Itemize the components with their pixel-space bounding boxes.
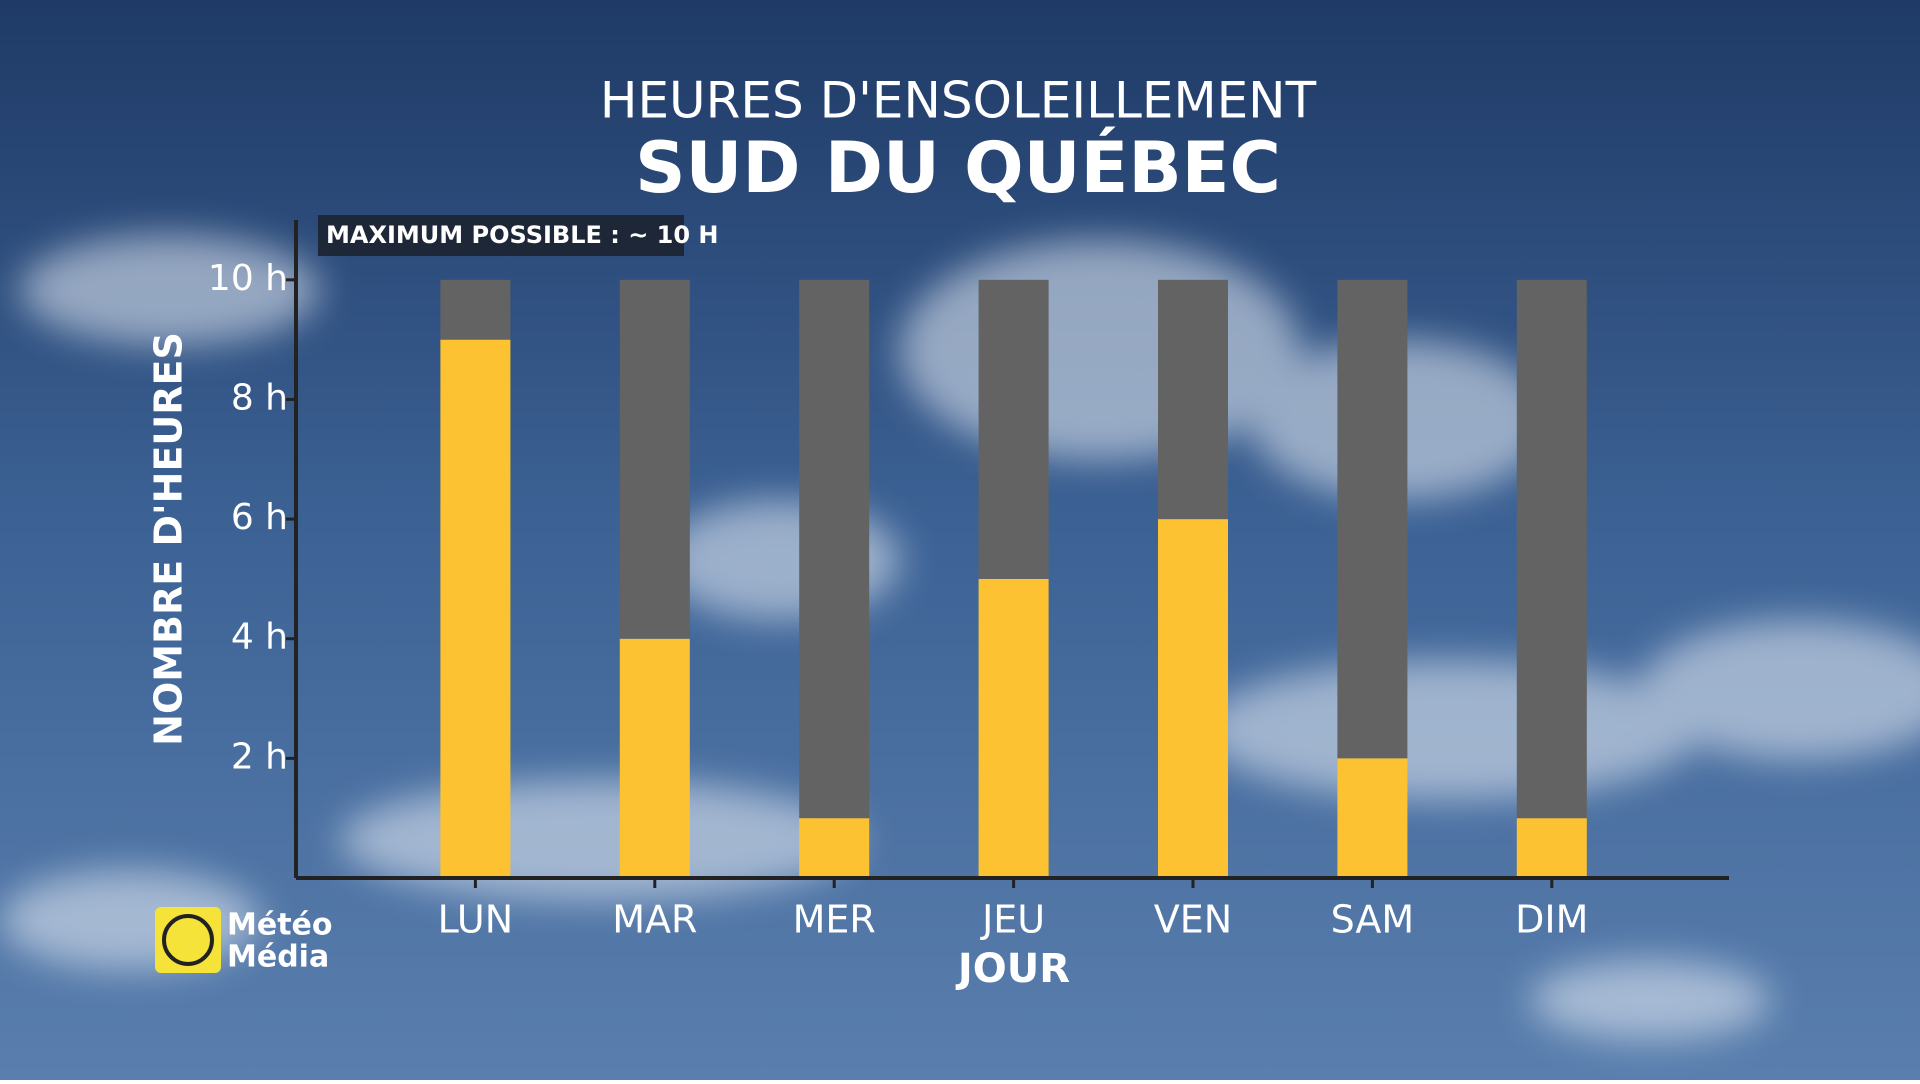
bar-segment [1337,279,1408,759]
y-tick-label: 2 h [231,736,288,777]
bar-segment [619,638,690,878]
y-axis-label: NOMBRE D'HEURES [147,332,191,746]
logo-text: Média [227,940,329,975]
bar-segment [440,339,511,878]
y-tick-label: 4 h [231,617,288,658]
bar-segment [978,578,1049,878]
x-tick-label: MAR [612,898,697,942]
bar-segment [619,279,690,639]
bar-segment [440,279,511,340]
annotation: MAXIMUM POSSIBLE : ~ 10 H [326,221,719,249]
bar-segment [978,279,1049,579]
chart-title: HEURES D'ENSOLEILLEMENT [600,72,1317,130]
logo-globe [162,914,214,966]
x-tick-label: SAM [1331,898,1415,942]
x-tick-label: DIM [1515,898,1588,942]
y-tick-label: 6 h [231,497,288,538]
bar-segment [1158,279,1228,520]
bar-segment [1158,519,1228,878]
y-tick-label: 10 h [208,258,288,299]
bar-segment [799,818,870,878]
x-tick-label: VEN [1154,898,1232,942]
x-axis-label: JOUR [955,946,1070,992]
bar-segment [1337,758,1408,878]
y-tick-label: 8 h [231,377,288,418]
bar-segment [1516,818,1587,878]
bar-segment [799,279,870,819]
bar-segment [1516,279,1587,819]
x-tick-label: MER [793,898,876,942]
annotation-box [318,215,684,256]
chart-subtitle: SUD DU QUÉBEC [635,127,1281,209]
x-tick-label: LUN [438,898,514,942]
logo-text: Météo [227,908,333,943]
x-tick-label: JEU [980,898,1045,942]
